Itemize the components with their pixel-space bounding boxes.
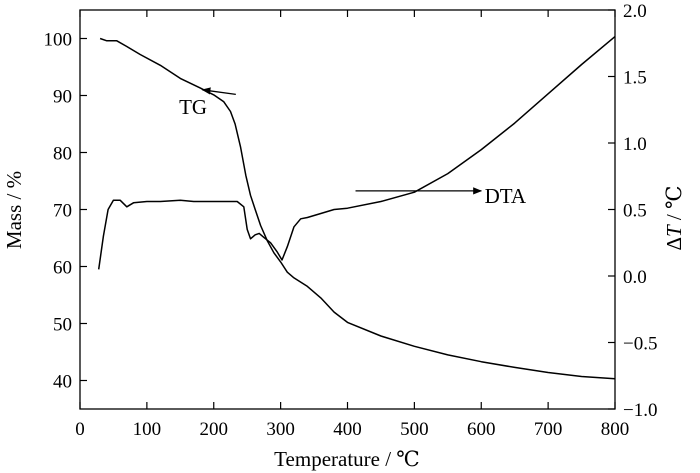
right-axis-title-unit: / ℃ [662,185,686,225]
x-axis-ticks: 0 100 200 300 400 500 600 700 800 [75,10,629,440]
right-axis-title-symbol: Δ [662,237,686,251]
series-layer [97,36,616,380]
annotation-label-tg: TG [179,95,207,119]
x-tick-label: 700 [534,419,563,440]
x-tick-label: 500 [400,419,429,440]
right-axis-ticks: −1.0 −0.5 0.0 0.5 1.0 1.5 2.0 [608,1,657,421]
series-line-tg [99,37,616,380]
x-tick-label: 300 [266,419,295,440]
left-tick-label: 50 [53,315,72,336]
x-tick-label: 400 [333,419,362,440]
x-tick-label: 200 [200,419,229,440]
left-axis-ticks: 40 50 60 70 80 90 100 [44,30,87,393]
left-tick-label: 40 [53,372,72,393]
x-tick-label: 600 [467,419,496,440]
right-tick-label: 0.5 [623,201,647,222]
right-axis-title-variable: T [662,224,686,237]
x-axis-title: Temperature / ℃ [274,447,420,471]
x-tick-label: 0 [75,419,85,440]
right-tick-label: 0.0 [623,267,647,288]
series-line-dta [97,36,616,270]
right-axis-title: ΔT / ℃ [662,185,686,250]
left-tick-label: 80 [53,144,72,165]
left-tick-label: 90 [53,87,72,108]
right-tick-label: 2.0 [623,1,647,22]
annotation-arrow-tg [201,87,236,96]
left-tick-label: 100 [44,30,73,51]
annotation-layer: TG DTA [179,87,527,208]
left-tick-label: 60 [53,258,72,279]
x-tick-label: 100 [133,419,162,440]
left-tick-label: 70 [53,201,72,222]
right-tick-label: 1.5 [623,68,647,89]
plot-frame [79,9,616,410]
right-tick-label: −0.5 [623,334,657,355]
left-axis-title: Mass / % [2,171,26,249]
annotation-label-dta: DTA [485,184,527,208]
right-tick-label: 1.0 [623,134,647,155]
right-tick-label: −1.0 [623,400,657,421]
x-tick-label: 800 [601,419,630,440]
